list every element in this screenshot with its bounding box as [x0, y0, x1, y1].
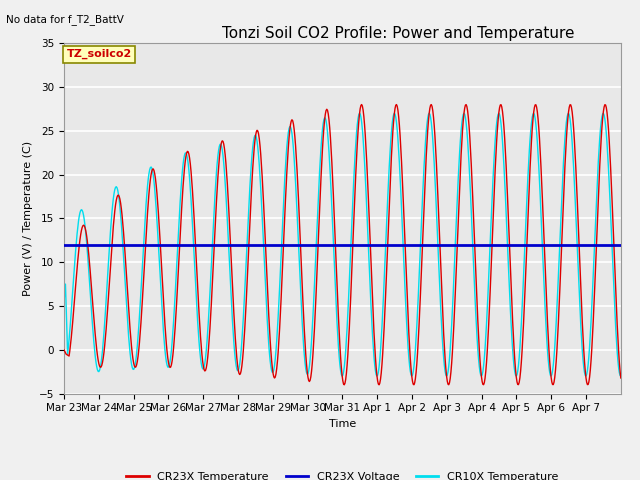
X-axis label: Time: Time	[329, 419, 356, 429]
Text: No data for f_T2_BattV: No data for f_T2_BattV	[6, 14, 124, 25]
Y-axis label: Power (V) / Temperature (C): Power (V) / Temperature (C)	[23, 141, 33, 296]
Title: Tonzi Soil CO2 Profile: Power and Temperature: Tonzi Soil CO2 Profile: Power and Temper…	[222, 25, 574, 41]
Legend: CR23X Temperature, CR23X Voltage, CR10X Temperature: CR23X Temperature, CR23X Voltage, CR10X …	[122, 467, 563, 480]
Text: TZ_soilco2: TZ_soilco2	[67, 49, 132, 60]
